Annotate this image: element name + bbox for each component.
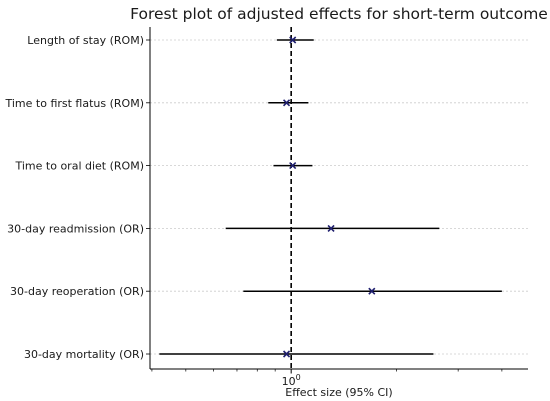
marker-stroke bbox=[327, 224, 335, 232]
y-tick-labels: Length of stay (ROM) Time to first flatus… bbox=[4, 34, 144, 361]
estimate-marker bbox=[327, 224, 335, 232]
marker-layer bbox=[282, 36, 376, 358]
estimate-marker bbox=[289, 162, 297, 170]
grid-layer bbox=[150, 39, 528, 355]
x-tick-layer: 100 bbox=[151, 369, 503, 388]
estimate-marker bbox=[368, 287, 376, 295]
y-tick-label: Length of stay (ROM) bbox=[27, 34, 144, 47]
y-tick-label: 30-day mortality (OR) bbox=[24, 348, 144, 361]
marker-stroke bbox=[289, 162, 297, 170]
estimate-marker bbox=[282, 99, 291, 107]
axes-layer bbox=[146, 27, 528, 370]
marker-stroke bbox=[282, 350, 291, 358]
marker-stroke bbox=[289, 36, 297, 44]
y-tick-label: Time to oral diet (ROM) bbox=[15, 160, 145, 173]
ci-layer bbox=[159, 39, 502, 355]
x-axis-label: Effect size (95% CI) bbox=[285, 386, 392, 399]
marker-stroke bbox=[368, 287, 376, 295]
chart-title: Forest plot of adjusted effects for shor… bbox=[130, 5, 548, 23]
marker-stroke bbox=[282, 99, 291, 107]
estimate-marker bbox=[282, 350, 291, 358]
estimate-marker bbox=[289, 36, 297, 44]
y-tick-label: 30-day reoperation (OR) bbox=[10, 285, 144, 298]
y-tick-label: 30-day readmission (OR) bbox=[7, 222, 144, 235]
x-tick-label: 100 bbox=[282, 373, 301, 388]
y-tick-label: Time to first flatus (ROM) bbox=[4, 97, 144, 110]
